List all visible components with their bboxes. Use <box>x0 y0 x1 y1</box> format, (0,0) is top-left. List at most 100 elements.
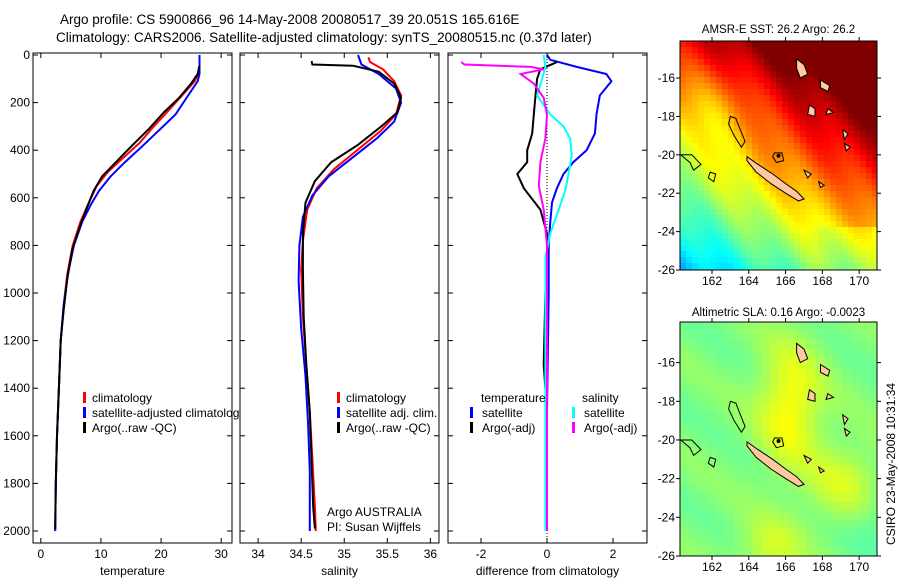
map-cell <box>680 448 689 457</box>
map-cell <box>797 547 806 556</box>
map-cell <box>698 239 704 245</box>
series-line-temperature-satellite <box>546 54 613 531</box>
map-cell <box>830 143 836 149</box>
map-cell <box>782 107 788 113</box>
map-cell <box>836 215 842 221</box>
map-cell <box>836 221 842 227</box>
legend-entry: Argo(..raw -QC) <box>92 421 177 435</box>
figure-title-line2: Climatology: CARS2006. Satellite-adjuste… <box>56 30 592 45</box>
map-cell <box>692 89 698 95</box>
map-cell <box>851 520 860 529</box>
map-cell <box>728 47 734 53</box>
map-cell <box>686 53 692 59</box>
map-cell <box>740 95 746 101</box>
map-cell <box>872 71 877 77</box>
map-cell <box>722 191 728 197</box>
map-cell <box>698 251 704 257</box>
map-cell <box>854 161 860 167</box>
map-cell <box>680 71 686 77</box>
map-cell <box>806 340 815 349</box>
map-cell <box>788 322 797 331</box>
x-tick-label: 30 <box>214 547 228 561</box>
map-cell <box>836 59 842 65</box>
map-cell <box>698 125 704 131</box>
map-cell <box>851 367 860 376</box>
map-cell <box>707 457 716 466</box>
map-cell <box>776 77 782 83</box>
map-cell <box>689 529 698 538</box>
map-cell <box>866 137 872 143</box>
map-cell <box>680 155 686 161</box>
legend-swatch <box>83 392 86 403</box>
map-cell <box>752 71 758 77</box>
x-axis-label: salinity <box>321 564 358 578</box>
map-y-tick-label: -18 <box>658 109 676 123</box>
map-cell <box>851 331 860 340</box>
map-cell <box>689 493 698 502</box>
salinity-panel: 34 34.5 35 35.5 36salinityclimatologysatelli… <box>239 52 440 578</box>
map-cell <box>680 107 686 113</box>
map-cell <box>866 47 872 53</box>
map-cell <box>734 358 743 367</box>
map-cell <box>860 209 866 215</box>
map-cell <box>698 331 707 340</box>
map-cell <box>698 466 707 475</box>
map-cell <box>782 41 788 47</box>
map-cell <box>860 89 866 95</box>
map-cell <box>776 191 782 197</box>
map-cell <box>704 59 710 65</box>
map-cell <box>770 143 776 149</box>
map-cell <box>770 349 779 358</box>
map-cell <box>686 167 692 173</box>
map-cell <box>764 119 770 125</box>
map-cell <box>872 131 877 137</box>
map-cell <box>710 41 716 47</box>
map-cell <box>689 376 698 385</box>
map-cell <box>704 155 710 161</box>
map-cell <box>761 430 770 439</box>
map-cell <box>788 493 797 502</box>
map-cell <box>704 233 710 239</box>
map-cell <box>698 538 707 547</box>
map-cell <box>764 131 770 137</box>
map-cell <box>854 143 860 149</box>
map-cell <box>728 143 734 149</box>
map-cell <box>680 227 686 233</box>
map-cell <box>716 251 722 257</box>
map-cell <box>725 475 734 484</box>
map-cell <box>815 529 824 538</box>
map-cell <box>740 161 746 167</box>
map-cell <box>698 119 704 125</box>
map-cell <box>689 475 698 484</box>
map-cell <box>782 251 788 257</box>
map-cell <box>704 107 710 113</box>
map-cell <box>812 125 818 131</box>
map-cell <box>770 113 776 119</box>
map-cell <box>860 394 869 403</box>
map-cell <box>869 538 877 547</box>
map-cell <box>680 493 689 502</box>
map-cell <box>743 358 752 367</box>
map-cell <box>794 71 800 77</box>
map-cell <box>746 125 752 131</box>
map-cell <box>800 203 806 209</box>
map-cell <box>833 385 842 394</box>
map-cell <box>761 547 770 556</box>
map-cell <box>794 83 800 89</box>
map-cell <box>698 59 704 65</box>
map-cell <box>743 331 752 340</box>
map-cell <box>854 107 860 113</box>
map-cell <box>758 65 764 71</box>
map-cell <box>710 185 716 191</box>
map-cell <box>848 101 854 107</box>
map-cell <box>806 203 812 209</box>
map-cell <box>746 233 752 239</box>
map-cell <box>752 403 761 412</box>
map-cell <box>842 257 848 263</box>
map-cell <box>782 257 788 263</box>
map-cell <box>833 520 842 529</box>
map-cell <box>740 113 746 119</box>
map-cell <box>722 155 728 161</box>
map-cell <box>842 403 851 412</box>
